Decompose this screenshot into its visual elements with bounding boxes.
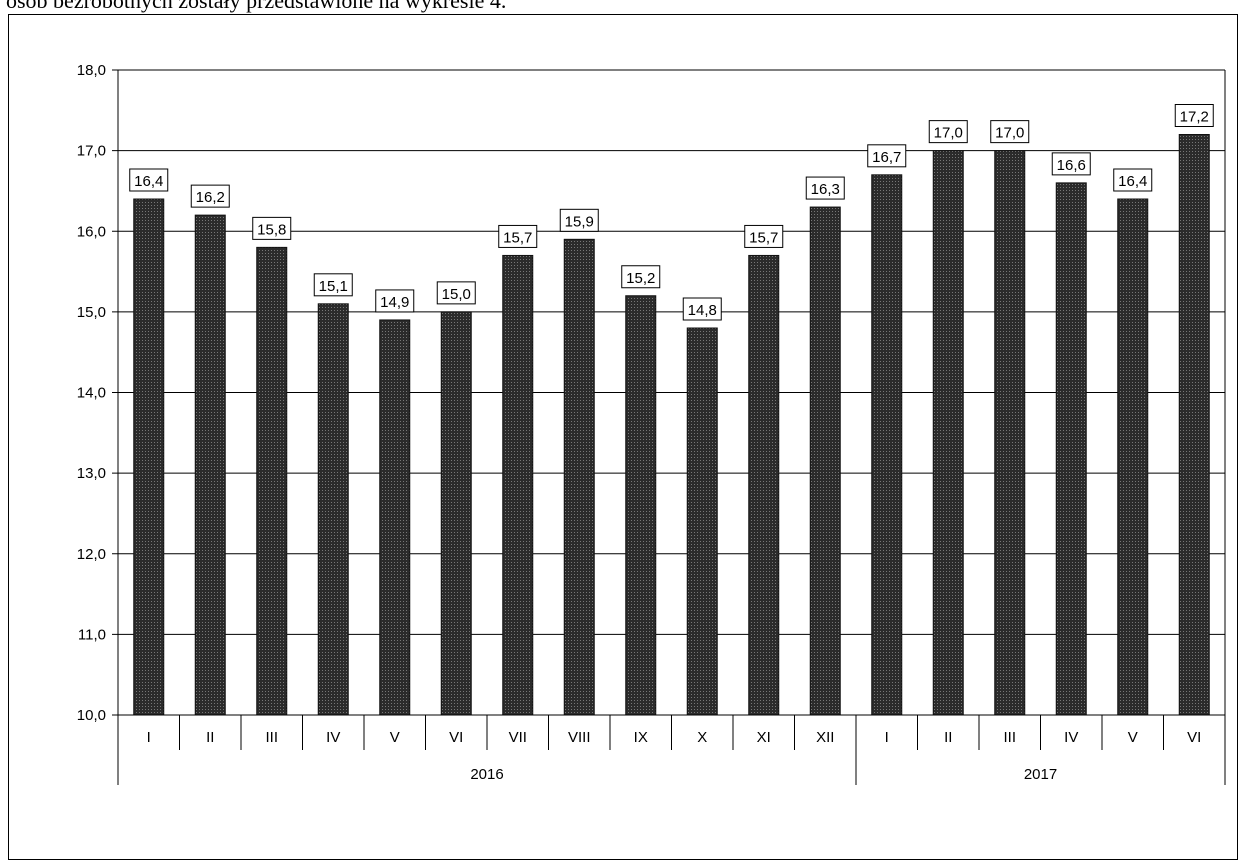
x-tick-label: VI xyxy=(1187,729,1201,746)
data-label-box xyxy=(313,273,353,297)
x-tick-label: IV xyxy=(326,729,340,746)
data-label-box xyxy=(129,168,169,192)
x-tick-label: IX xyxy=(634,729,648,746)
data-label: 15,8 xyxy=(257,221,286,238)
data-label: 14,8 xyxy=(688,302,717,319)
data-label-box xyxy=(867,144,907,168)
data-label: 15,0 xyxy=(442,286,471,303)
bar xyxy=(502,254,534,716)
data-label: 15,9 xyxy=(565,213,594,230)
x-tick-label: III xyxy=(1003,729,1016,746)
data-label: 14,9 xyxy=(380,294,409,311)
page-caption: osób bezrobotnych zostały przedstawione … xyxy=(6,0,507,13)
y-tick-label: 11,0 xyxy=(78,626,106,643)
data-label: 16,2 xyxy=(196,189,225,206)
data-label: 17,0 xyxy=(995,125,1024,142)
data-label: 16,4 xyxy=(134,173,163,190)
bar xyxy=(563,238,595,716)
x-tick-label: I xyxy=(147,729,151,746)
x-tick-label: II xyxy=(206,729,214,746)
y-tick-label: 16,0 xyxy=(77,223,106,240)
y-tick-label: 10,0 xyxy=(77,707,106,724)
data-label-box xyxy=(1051,152,1091,176)
bar xyxy=(1117,198,1149,716)
x-tick-label: IV xyxy=(1064,729,1078,746)
data-label: 16,4 xyxy=(1118,173,1147,190)
data-label: 16,3 xyxy=(811,181,840,198)
x-tick-label: VII xyxy=(509,729,527,746)
x-tick-label: VIII xyxy=(568,729,591,746)
data-label-box xyxy=(559,208,599,232)
data-label-box xyxy=(621,265,661,289)
data-label-box xyxy=(682,297,722,321)
data-label-box xyxy=(1174,104,1214,127)
bar xyxy=(748,254,780,716)
x-tick-label: I xyxy=(885,729,889,746)
y-tick-label: 17,0 xyxy=(77,143,106,160)
chart-frame xyxy=(8,14,1238,860)
data-label-box xyxy=(190,184,230,208)
x-tick-label: XI xyxy=(757,729,771,746)
data-label-box xyxy=(375,289,415,313)
bar xyxy=(1178,134,1210,716)
bar xyxy=(625,295,657,716)
x-tick-label: X xyxy=(697,729,707,746)
y-tick-label: 18,0 xyxy=(77,62,106,79)
bar xyxy=(194,214,226,716)
x-tick-label: V xyxy=(390,729,400,746)
data-label: 17,0 xyxy=(934,125,963,142)
bar xyxy=(133,198,165,716)
bar xyxy=(440,311,472,716)
x-tick-label: XII xyxy=(816,729,834,746)
data-label: 15,7 xyxy=(749,229,778,246)
bar xyxy=(809,206,841,716)
data-label-box xyxy=(1113,168,1153,192)
bar xyxy=(379,319,411,716)
data-label-box xyxy=(744,224,784,248)
bar xyxy=(994,150,1026,716)
data-label-box xyxy=(805,176,845,200)
data-label: 16,7 xyxy=(872,149,901,166)
bar xyxy=(932,150,964,716)
data-label: 15,2 xyxy=(626,270,655,287)
data-label: 17,2 xyxy=(1180,109,1209,126)
x-tick-label: II xyxy=(944,729,952,746)
y-tick-label: 14,0 xyxy=(77,385,106,402)
y-tick-label: 13,0 xyxy=(77,465,106,482)
data-label-box xyxy=(498,224,538,248)
group-label: 2017 xyxy=(1024,766,1057,783)
y-tick-label: 15,0 xyxy=(77,304,106,321)
bar xyxy=(686,327,718,716)
x-tick-label: V xyxy=(1128,729,1138,746)
bar xyxy=(256,246,288,716)
data-label-box xyxy=(928,120,968,144)
data-label-box xyxy=(436,281,476,305)
data-label-box xyxy=(990,120,1030,144)
data-label: 15,1 xyxy=(319,278,348,295)
bar xyxy=(871,174,903,716)
bar xyxy=(317,303,349,716)
group-label: 2016 xyxy=(470,766,503,783)
y-tick-label: 12,0 xyxy=(77,546,106,563)
data-label: 16,6 xyxy=(1057,157,1086,174)
data-label-box xyxy=(252,216,292,240)
bar xyxy=(1055,182,1087,716)
x-tick-label: III xyxy=(265,729,278,746)
x-tick-label: VI xyxy=(449,729,463,746)
data-label: 15,7 xyxy=(503,229,532,246)
